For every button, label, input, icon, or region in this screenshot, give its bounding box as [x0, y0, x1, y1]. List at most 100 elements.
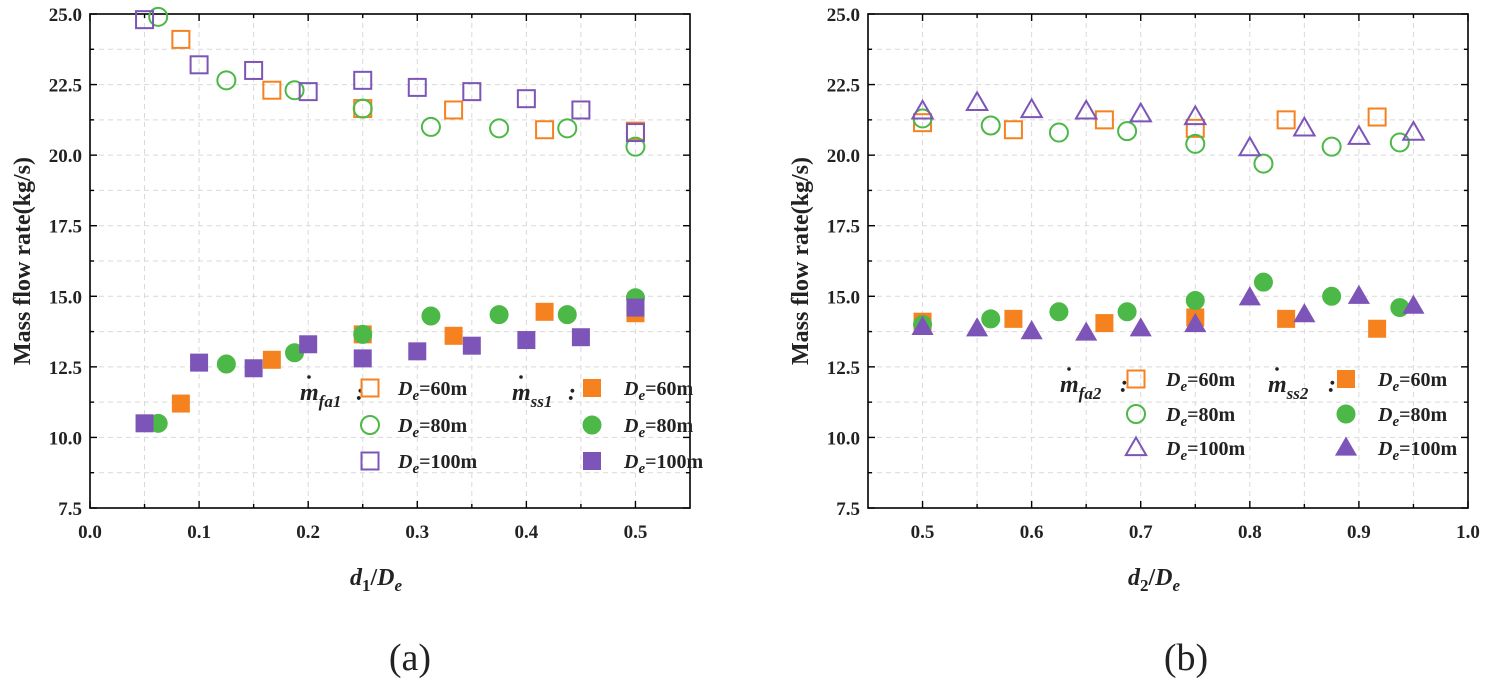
data-point	[1276, 110, 1296, 130]
data-point	[1402, 294, 1425, 314]
data-point	[244, 359, 263, 378]
legend-group-title: mss1	[512, 380, 552, 411]
data-point	[1074, 98, 1099, 120]
data-point	[571, 100, 591, 120]
legend: mfa2: De=60m De=80m De=100m mss2: De=60m De=80…	[1060, 367, 1458, 464]
data-point	[1049, 302, 1069, 322]
data-point	[407, 77, 427, 97]
data-point	[1238, 286, 1261, 306]
legend-entry: De=100m	[397, 451, 478, 477]
dot-accent-icon	[1067, 367, 1071, 371]
y-tick-label: 17.5	[49, 217, 82, 238]
legend-marker	[582, 415, 602, 435]
y-tick-label: 17.5	[827, 217, 860, 238]
legend-marker	[1336, 404, 1356, 424]
data-point	[1129, 317, 1152, 337]
legend-entry: De=100m	[623, 451, 704, 477]
data-point	[571, 328, 590, 347]
data-point	[171, 394, 190, 413]
data-point	[444, 100, 464, 120]
y-tick-label: 7.5	[58, 499, 82, 520]
gridlines	[90, 14, 690, 508]
data-point	[981, 309, 1001, 329]
data-point	[911, 315, 934, 335]
dot-accent-icon	[307, 375, 311, 379]
x-tick-label: 0.5	[911, 522, 935, 543]
data-point	[462, 82, 482, 102]
data-point	[1185, 118, 1205, 138]
y-tick-label: 20.0	[49, 146, 82, 167]
y-tick-label: 22.5	[827, 76, 860, 97]
data-point	[1292, 115, 1317, 137]
x-tick-label: 0.1	[187, 522, 211, 543]
data-point	[299, 335, 318, 354]
legend-entry: De=100m	[1165, 438, 1246, 464]
data-point	[1004, 309, 1023, 328]
x-tick-label: 0.2	[296, 522, 320, 543]
data-point	[1277, 309, 1296, 328]
legend-entry: De=100m	[1377, 438, 1458, 464]
legend-marker	[360, 451, 380, 471]
data-point	[1184, 312, 1207, 333]
data-point	[1368, 319, 1387, 338]
data-point	[966, 317, 989, 337]
chart-panel-a: 7.5 10.0 12.5 15.0 17.5 20.0 22.5 25.0 0.0 0.1 0.2…	[10, 5, 704, 679]
data-point	[1253, 153, 1274, 174]
x-tick-label: 0.5	[624, 522, 648, 543]
y-tick-label: 10.0	[49, 428, 82, 449]
data-point	[284, 80, 305, 101]
data-point	[420, 116, 441, 137]
data-point	[216, 70, 237, 91]
legend-marker	[360, 378, 380, 398]
data-point	[1094, 110, 1114, 130]
data-point	[1346, 124, 1371, 145]
x-axis-title: d2/De	[1128, 565, 1181, 595]
x-tick-label: 0.7	[1129, 522, 1153, 543]
data-point	[1117, 302, 1137, 322]
legend-group-title: mfa1	[300, 380, 341, 411]
y-tick-label: 15.0	[827, 287, 860, 308]
data-point	[262, 350, 281, 369]
data-point	[1019, 97, 1044, 119]
data-point	[489, 305, 509, 325]
legend-entry: De=80m	[623, 415, 694, 441]
x-tick-label: 0.6	[1020, 522, 1044, 543]
data-point	[535, 120, 555, 140]
data-point	[244, 60, 264, 80]
data-point	[135, 10, 155, 30]
data-point	[1347, 284, 1370, 304]
series-fa-1	[912, 108, 1410, 174]
legend-marker	[1337, 370, 1355, 388]
panel-caption: (a)	[389, 637, 431, 679]
legend-colon: :	[1328, 372, 1336, 398]
data-point	[1367, 107, 1387, 127]
data-point	[1095, 314, 1114, 333]
y-tick-label: 25.0	[49, 5, 82, 26]
x-tick-label: 0.8	[1238, 522, 1262, 543]
legend-marker	[583, 379, 601, 397]
legend-entry: De=60m	[1377, 369, 1448, 395]
legend-entry: De=80m	[397, 415, 468, 441]
data-point	[216, 354, 236, 374]
data-point	[189, 55, 209, 75]
legend-colon: :	[356, 380, 364, 406]
data-point	[1003, 120, 1023, 140]
y-tick-label: 20.0	[827, 146, 860, 167]
data-point	[444, 326, 463, 345]
data-point	[1185, 291, 1205, 311]
data-point	[148, 6, 169, 27]
data-point	[298, 82, 318, 102]
series-ss-2	[911, 284, 1425, 341]
data-point	[625, 123, 645, 143]
y-tick-label: 12.5	[827, 358, 860, 379]
data-point	[1293, 303, 1316, 323]
data-point	[352, 98, 373, 119]
data-point	[489, 118, 510, 139]
data-point	[1117, 121, 1138, 142]
data-point	[408, 342, 427, 361]
legend-entry: De=80m	[1377, 404, 1448, 430]
legend-marker	[1126, 369, 1146, 389]
data-point	[535, 302, 554, 321]
data-point	[353, 70, 373, 90]
